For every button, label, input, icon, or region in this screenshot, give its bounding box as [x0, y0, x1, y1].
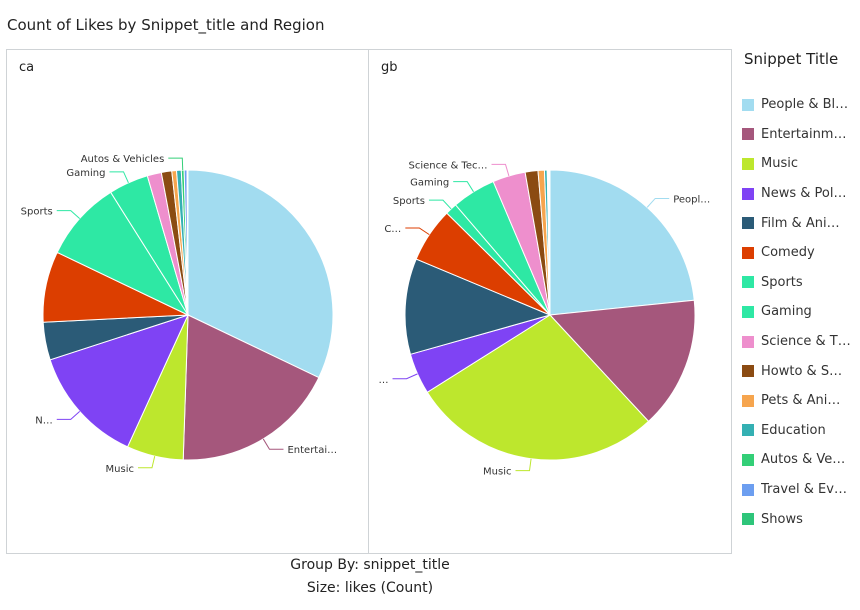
- legend-swatch: [742, 365, 754, 378]
- pie-slice-gb-14[interactable]: [548, 169, 551, 316]
- slice-label: Sports: [21, 207, 53, 218]
- slice-label: …: [379, 375, 389, 386]
- legend-label: Shows: [761, 511, 803, 527]
- legend-swatch: [742, 276, 754, 289]
- slice-leader-line: [515, 458, 532, 472]
- legend-swatch: [742, 246, 754, 259]
- legend-item[interactable]: Education: [742, 416, 858, 446]
- legend-item[interactable]: Gaming: [742, 297, 858, 327]
- slice-leader-line: [109, 171, 129, 184]
- legend-item[interactable]: People & Bl…: [742, 90, 858, 120]
- facet-panel-gb: gb Peopl… Music … C… Sports Gaming Science & T…: [368, 49, 732, 554]
- legend-item[interactable]: Travel & Ev…: [742, 475, 858, 505]
- pie-slice-ca-3[interactable]: [49, 314, 189, 448]
- slice-label: Gaming: [410, 178, 449, 189]
- slice-label: Music: [483, 467, 511, 478]
- legend-label: Travel & Ev…: [761, 482, 847, 498]
- size-caption: Size: likes (Count): [306, 580, 434, 596]
- legend-label: Music: [761, 156, 798, 172]
- legend-label: Comedy: [761, 245, 815, 261]
- legend-label: Film & Ani…: [761, 215, 840, 231]
- group-by-caption: Group By: snippet_title: [290, 557, 450, 573]
- pie-slice-ca-1[interactable]: [182, 314, 320, 461]
- legend-swatch: [742, 98, 754, 111]
- slice-leader-line: [428, 199, 452, 210]
- slice-leader-line: [168, 157, 184, 171]
- slice-label: Science & Tec…: [409, 160, 488, 171]
- slice-leader-line: [491, 163, 510, 177]
- slice-label: Music: [106, 464, 134, 475]
- legend-item[interactable]: Shows: [742, 504, 858, 534]
- legend-item[interactable]: Entertainm…: [742, 120, 858, 150]
- legend-item[interactable]: Science & T…: [742, 327, 858, 357]
- legend-label: News & Pol…: [761, 186, 847, 202]
- legend-label: Education: [761, 422, 826, 438]
- legend-swatch: [742, 305, 754, 318]
- legend-item[interactable]: Music: [742, 149, 858, 179]
- pie-slice-gb-1[interactable]: [548, 299, 696, 423]
- slice-leader-line: [405, 227, 430, 236]
- slice-leader-line: [392, 373, 418, 380]
- legend-label: Entertainm…: [761, 126, 847, 142]
- slice-leader-line: [646, 197, 670, 208]
- legend-swatch: [742, 217, 754, 230]
- legend-title: Snippet Title: [744, 50, 839, 68]
- legend-item[interactable]: News & Pol…: [742, 179, 858, 209]
- legend-label: Pets & Ani…: [761, 393, 841, 409]
- legend-swatch: [742, 335, 754, 348]
- legend-swatch: [742, 187, 754, 200]
- pie-chart-gb: Peopl… Music … C… Sports Gaming Science & Tec…: [379, 160, 711, 478]
- legend-items: People & Bl… Entertainm… Music News & Pol… F…: [742, 90, 858, 534]
- pie-slice-ca-0[interactable]: [187, 169, 334, 379]
- legend-swatch: [742, 483, 754, 496]
- slice-label: Peopl…: [673, 194, 710, 205]
- legend-label: Gaming: [761, 304, 812, 320]
- legend-label: People & Bl…: [761, 97, 849, 113]
- legend-swatch: [742, 394, 754, 407]
- slice-label: C…: [384, 224, 401, 235]
- pie-slice-ca-14[interactable]: [186, 169, 189, 316]
- slice-label: N…: [35, 415, 52, 426]
- legend-item[interactable]: Howto & S…: [742, 356, 858, 386]
- legend-item[interactable]: Autos & Ve…: [742, 445, 858, 475]
- legend-swatch: [742, 453, 754, 466]
- legend-swatch: [742, 424, 754, 437]
- legend-label: Howto & S…: [761, 363, 843, 379]
- legend: Snippet Title People & Bl… Entertainm… Mus…: [740, 48, 858, 527]
- legend-label: Autos & Ve…: [761, 452, 846, 468]
- pie-slice-gb-0[interactable]: [549, 169, 695, 316]
- facet-label-ca: ca: [19, 60, 35, 75]
- legend-item[interactable]: Film & Ani…: [742, 208, 858, 238]
- slice-label: Autos & Vehicles: [81, 154, 165, 165]
- slice-leader-line: [56, 411, 81, 420]
- facet-panel-ca: ca Entertai… Music N… Sports Gaming Autos & V…: [6, 49, 370, 554]
- legend-swatch: [742, 157, 754, 170]
- slice-label: Entertai…: [287, 445, 337, 456]
- chart-title: Count of Likes by Snippet_title and Regi…: [7, 16, 325, 34]
- slice-leader-line: [453, 181, 474, 193]
- legend-item[interactable]: Comedy: [742, 238, 858, 268]
- legend-item[interactable]: Sports: [742, 268, 858, 298]
- facet-label-gb: gb: [381, 60, 398, 75]
- slice-leader-line: [56, 210, 81, 219]
- pie-slice-ca-6[interactable]: [56, 191, 190, 317]
- slice-leader-line: [137, 456, 156, 469]
- legend-item[interactable]: Pets & Ani…: [742, 386, 858, 416]
- pie-slice-gb-4[interactable]: [404, 258, 552, 355]
- legend-label: Sports: [761, 274, 803, 290]
- slice-label: Gaming: [66, 168, 105, 179]
- legend-swatch: [742, 128, 754, 141]
- slice-label: Sports: [393, 196, 425, 207]
- slice-leader-line: [262, 438, 284, 450]
- pie-slice-gb-2[interactable]: [426, 314, 650, 461]
- legend-swatch: [742, 513, 754, 526]
- pie-chart-ca: Entertai… Music N… Sports Gaming Autos & Vehi…: [21, 154, 337, 475]
- legend-label: Science & T…: [761, 334, 851, 350]
